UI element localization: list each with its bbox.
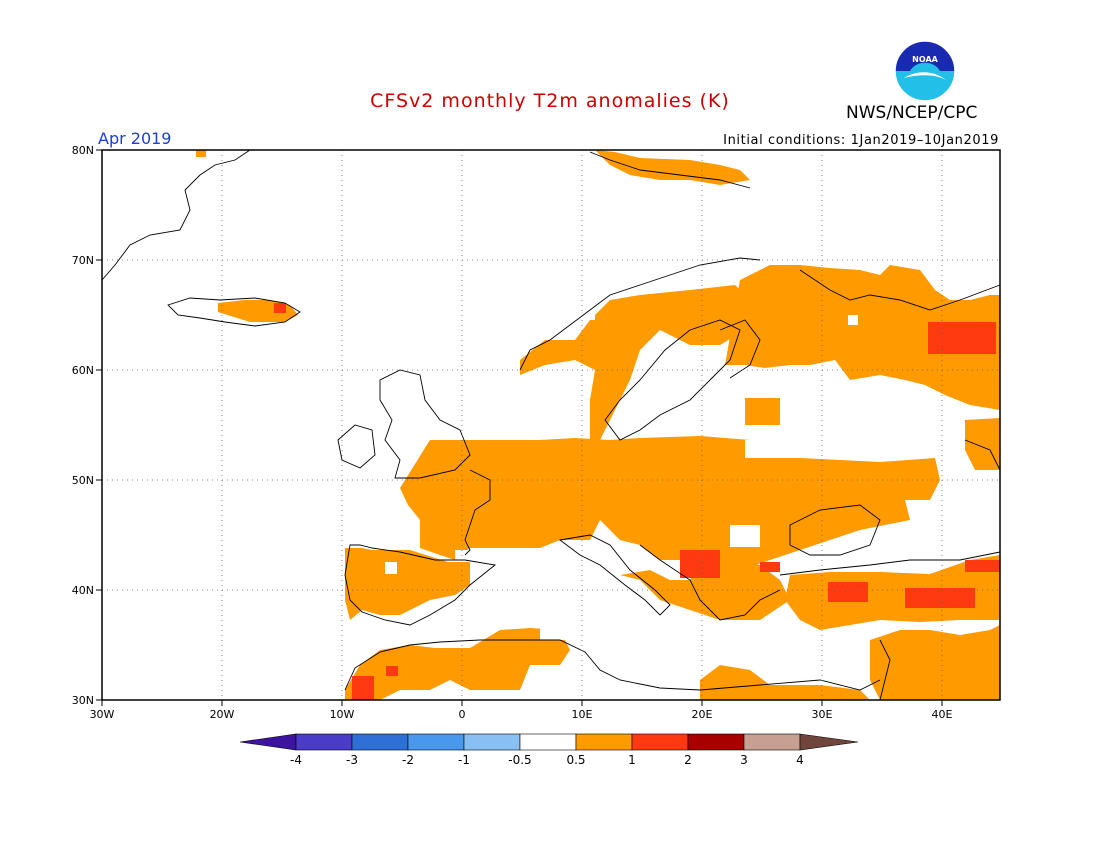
lon-label-30w: 30W: [90, 708, 115, 721]
anomaly-region-north-africa: [345, 628, 570, 700]
white-sea-coast: [799, 269, 1001, 311]
strong-anomaly-iceland: [274, 303, 286, 313]
strong-anomaly-greece: [760, 562, 780, 572]
lat-label-70n: 70N: [72, 254, 94, 267]
strong-anomaly-caucasus: [965, 560, 1000, 572]
iberia-coast: [344, 544, 497, 626]
colorbar-bin-3: [407, 733, 465, 751]
anomaly-region-iberia: [345, 548, 470, 620]
colorbar-bin-8: [687, 733, 745, 751]
colorbar-bin-5: [519, 733, 577, 751]
strong-anomaly-balkans: [680, 550, 720, 578]
anomaly-region-east: [965, 418, 1000, 470]
colorbar-bin-9: [743, 733, 801, 751]
colorbar-tick: 4: [796, 753, 804, 767]
strong-anomaly-atlas: [386, 666, 398, 676]
italy-coast: [558, 534, 671, 616]
colorbar-tick: -4: [290, 753, 302, 767]
lon-label-10w: 10W: [330, 708, 355, 721]
colorbar-bin-6: [575, 733, 633, 751]
coastlines: [101, 149, 1001, 701]
colorbar-tick: -0.5: [508, 753, 531, 767]
caspian-coast: [964, 439, 1001, 471]
lon-label-20w: 20W: [210, 708, 235, 721]
colorbar-tick: -3: [346, 753, 358, 767]
lon-label-0: 0: [459, 708, 466, 721]
strong-anomaly-turkey-2: [905, 588, 975, 608]
graticule: [102, 150, 1000, 700]
colorbar-bin-2: [351, 733, 409, 751]
map-frame: [101, 149, 1001, 701]
strong-anomaly-morocco: [352, 676, 374, 700]
anomaly-region-central-europe: [400, 436, 940, 570]
colorbar-low-arrow: [239, 733, 297, 751]
north-africa-coast: [344, 639, 881, 691]
map-title: CFSv2 monthly T2m anomalies (K): [370, 90, 730, 112]
colorbar-tick: 2: [684, 753, 692, 767]
lon-label-40e: 40E: [932, 708, 953, 721]
agency-label: NWS/NCEP/CPC: [846, 103, 978, 123]
anomaly-region-egypt: [700, 665, 870, 700]
black-sea-coast: [789, 504, 881, 556]
anomaly-region-svalbard: [595, 150, 750, 185]
warm-anomaly-regions: [196, 150, 1000, 700]
colorbar-bin-4: [463, 733, 521, 751]
colorbar-bin-1: [295, 733, 353, 751]
colorbar-bin-7: [631, 733, 689, 751]
noaa-logo-icon: NOAA: [894, 40, 956, 102]
anomaly-region-scandinavia: [520, 285, 750, 440]
colorbar-high-arrow: [799, 733, 859, 751]
norway-coast: [519, 257, 761, 371]
svg-text:NOAA: NOAA: [912, 55, 938, 64]
lat-label-50n: 50N: [72, 474, 94, 487]
colorbar-tick: -1: [458, 753, 470, 767]
colorbar-tick: 0.5: [566, 753, 585, 767]
anomaly-region-turkey: [785, 555, 1000, 630]
iceland-coast: [167, 297, 301, 327]
strong-anomaly-turkey-1: [828, 582, 868, 602]
anomaly-region-baltic: [745, 398, 780, 425]
britain-coast: [379, 369, 471, 479]
strong-anomaly-russia: [928, 322, 996, 354]
lat-label-30n: 30N: [72, 694, 94, 707]
anomaly-region-greenland: [196, 150, 206, 157]
greenland-coast: [101, 149, 251, 281]
anomaly-region-russia: [725, 265, 1000, 410]
strong-anomaly-patches: [274, 303, 1000, 700]
finland-coast: [719, 319, 761, 379]
colorbar: [239, 733, 859, 751]
turkey-coast: [779, 551, 1001, 576]
anomaly-region-italy-balkans: [620, 560, 790, 620]
levant-coast: [879, 639, 891, 701]
svalbard-coast: [589, 151, 751, 189]
balkan-coast: [639, 544, 781, 621]
lon-label-20e: 20E: [692, 708, 713, 721]
lon-label-30e: 30E: [812, 708, 833, 721]
lat-label-80n: 80N: [72, 144, 94, 157]
forecast-month: Apr 2019: [98, 129, 172, 148]
lat-label-60n: 60N: [72, 364, 94, 377]
europe-west-coast: [464, 469, 491, 556]
lat-label-40n: 40N: [72, 584, 94, 597]
colorbar-tick: 3: [740, 753, 748, 767]
baltic-coast: [604, 319, 741, 441]
initial-conditions: Initial conditions: 1Jan2019–10Jan2019: [723, 133, 999, 148]
colorbar-tick: -2: [402, 753, 414, 767]
neutral-holes: [385, 300, 858, 640]
colorbar-tick: 1: [628, 753, 636, 767]
lon-label-10e: 10E: [572, 708, 593, 721]
anomaly-region-middle-east: [870, 625, 1000, 700]
